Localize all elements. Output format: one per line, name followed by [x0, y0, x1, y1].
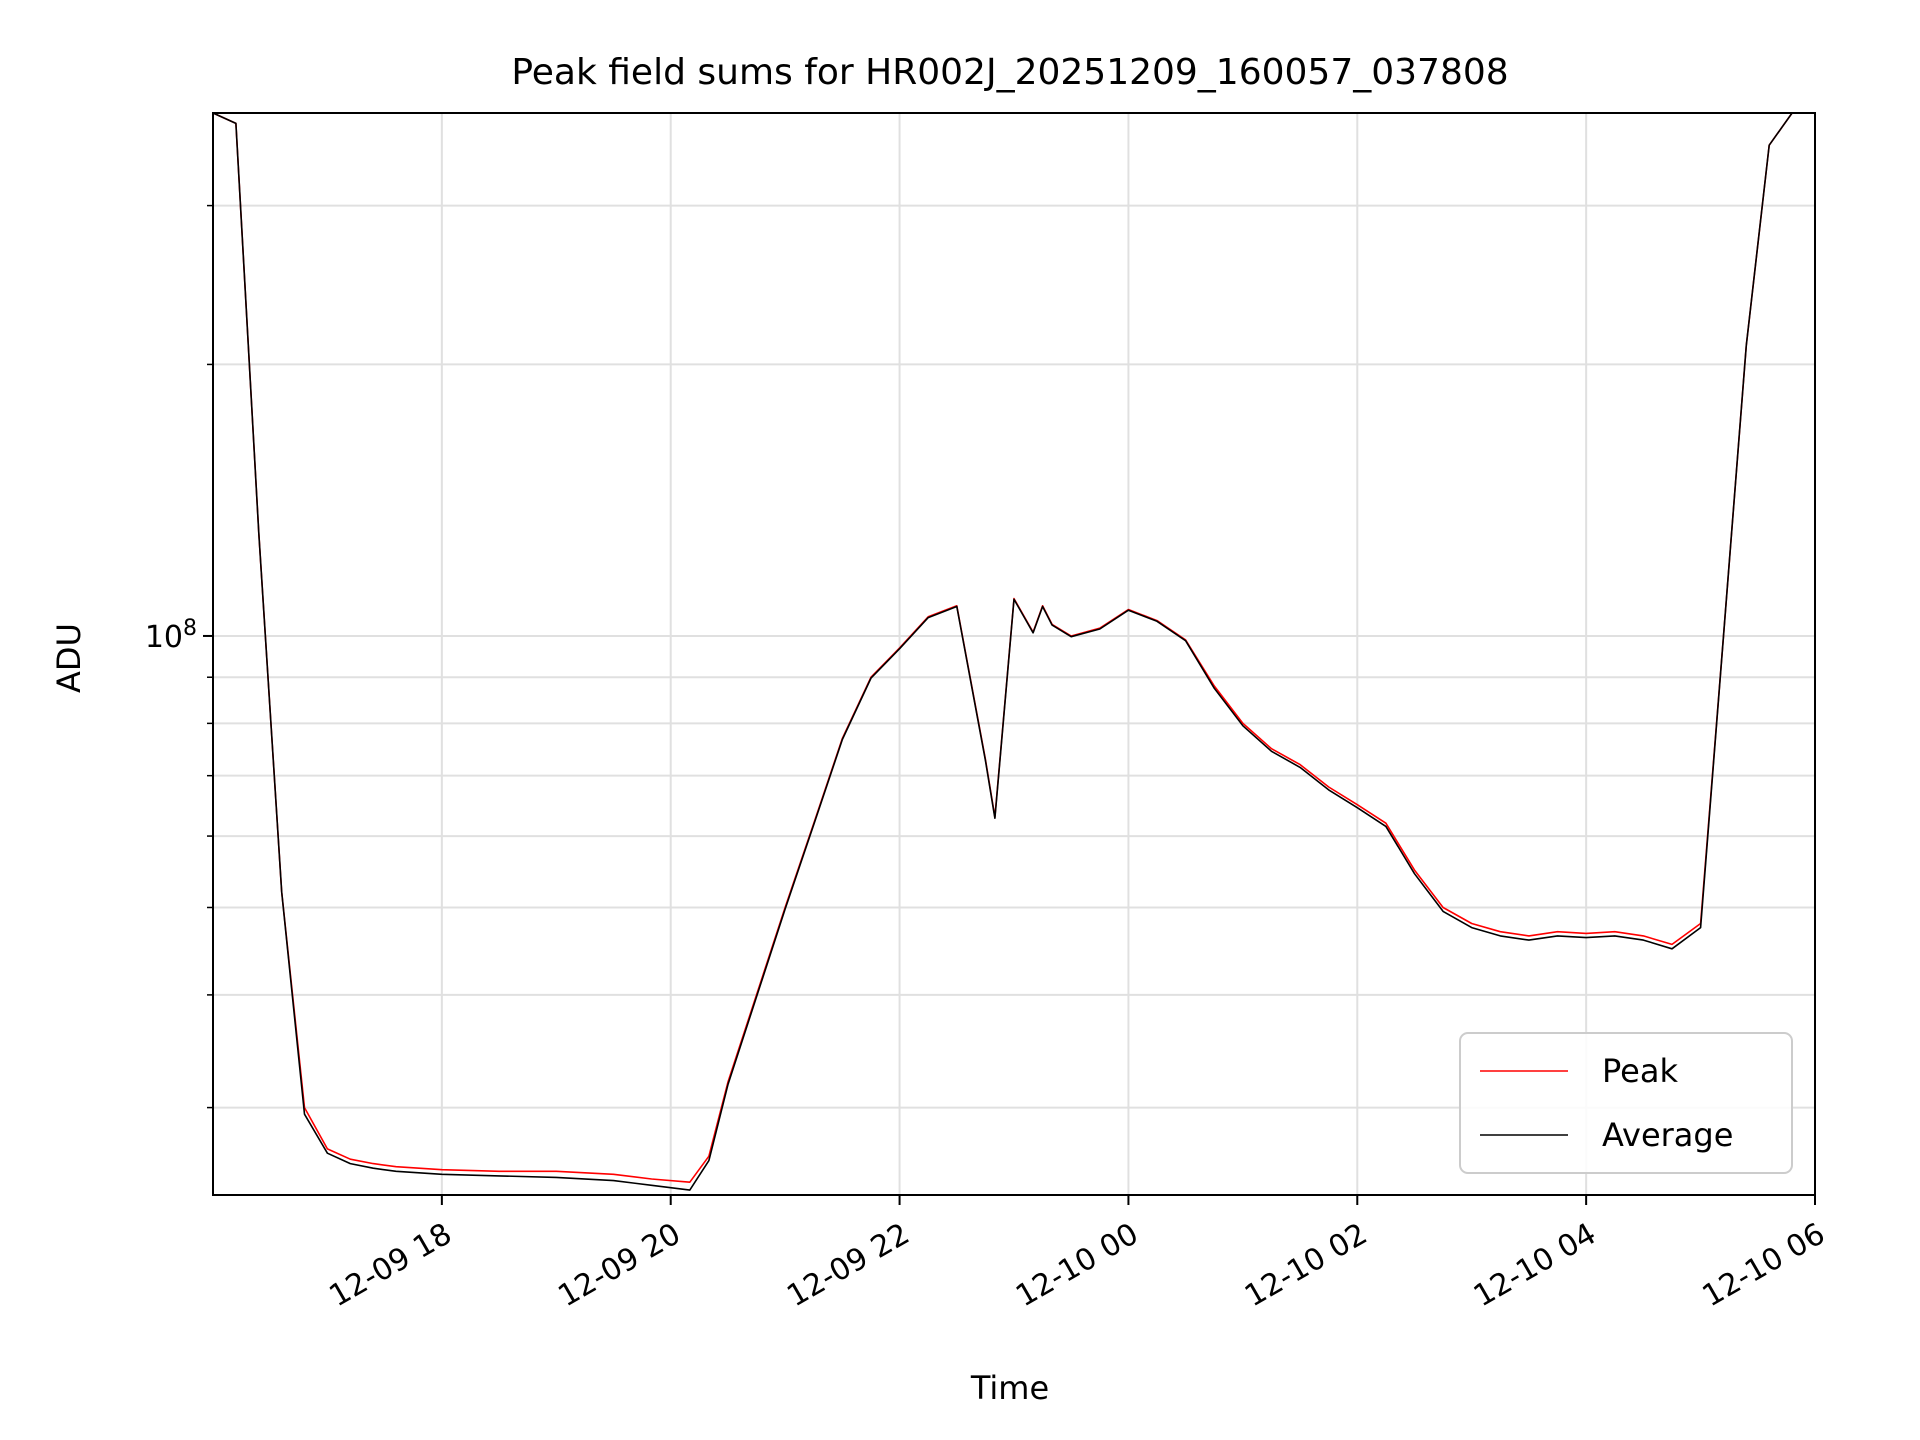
series-layer: [212, 112, 1815, 1191]
legend-average-label: Average: [1602, 1116, 1733, 1154]
legend: Peak Average: [1459, 1032, 1793, 1174]
x-axis-label: Time: [970, 1369, 1049, 1407]
chart-title: Peak field sums for HR002J_20251209_1600…: [511, 52, 1508, 93]
y-tick-label: 108: [145, 616, 197, 655]
grid: [213, 113, 1816, 1195]
series-line-average: [212, 112, 1815, 1191]
legend-box: [1459, 1032, 1793, 1174]
legend-peak-label: Peak: [1602, 1052, 1678, 1090]
plot-frame: [212, 112, 1816, 1196]
y-axis-label: ADU: [50, 623, 88, 693]
